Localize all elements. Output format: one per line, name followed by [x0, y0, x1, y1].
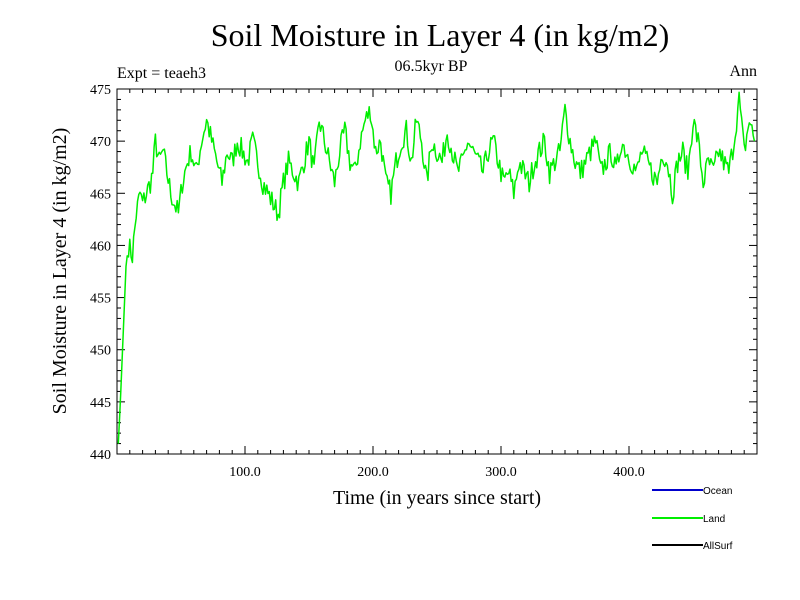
legend: Ocean Land AllSurf [652, 486, 733, 552]
x-axis-label: Time (in years since start) [333, 487, 541, 509]
land-series-line [117, 91, 756, 444]
chart-subtitle: 06.5kyr BP [395, 58, 468, 75]
chart-title: Soil Moisture in Layer 4 (in kg/m2) [211, 17, 670, 53]
x-tick-label: 100.0 [229, 465, 261, 480]
y-tick-label: 455 [90, 292, 111, 307]
y-tick-label: 475 [90, 83, 111, 98]
legend-ocean-label: Ocean [703, 486, 732, 497]
x-axis-ticks: 100.0 200.0 300.0 400.0 [129, 89, 745, 480]
season-label: Ann [729, 63, 757, 80]
x-tick-label: 200.0 [357, 465, 389, 480]
y-axis-label: Soil Moisture in Layer 4 (in kg/m2) [49, 128, 71, 415]
x-tick-label: 400.0 [613, 465, 645, 480]
y-tick-label: 450 [90, 344, 111, 359]
legend-land-label: Land [703, 514, 725, 525]
y-axis-ticks: 440 445 450 455 460 465 470 475 [90, 83, 757, 463]
plot-frame [116, 88, 758, 455]
legend-allsurf-label: AllSurf [703, 541, 733, 552]
y-tick-label: 465 [90, 187, 111, 202]
x-tick-label: 300.0 [485, 465, 517, 480]
y-tick-label: 460 [90, 239, 111, 254]
y-tick-label: 440 [90, 448, 111, 463]
experiment-label: Expt = teaeh3 [117, 65, 206, 82]
y-tick-label: 470 [90, 135, 111, 150]
y-tick-label: 445 [90, 396, 111, 411]
